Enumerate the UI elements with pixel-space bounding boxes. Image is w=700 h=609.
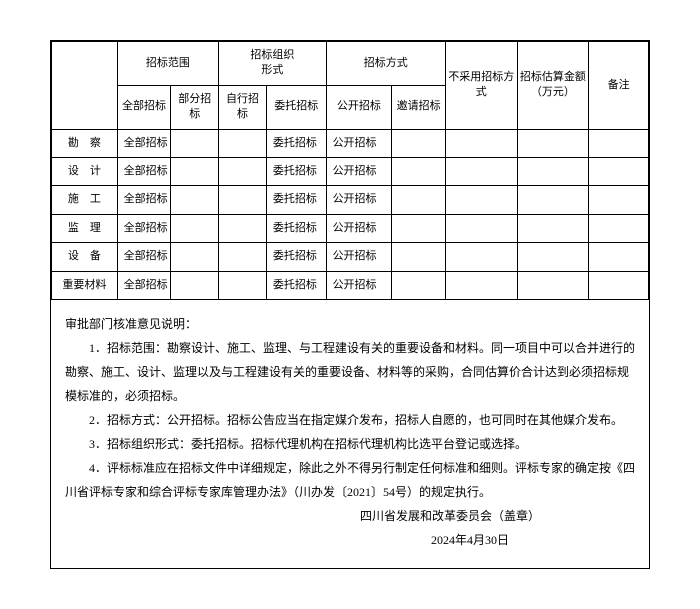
row-label: 重要材料 <box>52 271 118 299</box>
th-method: 招标方式 <box>326 42 445 86</box>
th-remark: 备注 <box>589 42 649 130</box>
cell-remark <box>589 129 649 157</box>
th-openbid: 公开招标 <box>326 85 392 129</box>
table-row: 重要材料 全部招标 委托招标 公开招标 <box>52 271 649 299</box>
cell-partbid <box>171 214 219 242</box>
cell-budget <box>517 186 589 214</box>
cell-selfbid <box>219 186 267 214</box>
cell-notused <box>445 129 517 157</box>
cell-scope: 全部招标 <box>117 214 171 242</box>
cell-method: 公开招标 <box>326 243 392 271</box>
th-fullbid: 全部招标 <box>117 85 171 129</box>
row-label: 设 备 <box>52 243 118 271</box>
cell-scope: 全部招标 <box>117 157 171 185</box>
th-notused: 不采用招标方式 <box>445 42 517 130</box>
cell-invite <box>392 157 446 185</box>
row-label: 勘 察 <box>52 129 118 157</box>
cell-selfbid <box>219 271 267 299</box>
cell-selfbid <box>219 129 267 157</box>
cell-remark <box>589 271 649 299</box>
cell-partbid <box>171 157 219 185</box>
cell-invite <box>392 243 446 271</box>
th-selfbid: 自行招标 <box>219 85 267 129</box>
cell-scope: 全部招标 <box>117 243 171 271</box>
cell-invite <box>392 129 446 157</box>
cell-selfbid <box>219 243 267 271</box>
cell-org: 委托招标 <box>266 129 326 157</box>
row-label: 设 计 <box>52 157 118 185</box>
cell-remark <box>589 214 649 242</box>
notes-p3: 3．招标组织形式：委托招标。招标代理机构在招标代理机构比选平台登记或选择。 <box>65 432 635 456</box>
cell-budget <box>517 129 589 157</box>
cell-org: 委托招标 <box>266 186 326 214</box>
cell-org: 委托招标 <box>266 214 326 242</box>
cell-org: 委托招标 <box>266 271 326 299</box>
th-invitebid: 邀请招标 <box>392 85 446 129</box>
cell-partbid <box>171 271 219 299</box>
cell-partbid <box>171 129 219 157</box>
cell-invite <box>392 186 446 214</box>
cell-method: 公开招标 <box>326 214 392 242</box>
cell-invite <box>392 214 446 242</box>
cell-org: 委托招标 <box>266 157 326 185</box>
cell-notused <box>445 271 517 299</box>
th-delegatebid: 委托招标 <box>266 85 326 129</box>
cell-notused <box>445 243 517 271</box>
cell-method: 公开招标 <box>326 157 392 185</box>
cell-partbid <box>171 243 219 271</box>
th-partbid: 部分招标 <box>171 85 219 129</box>
th-orgform: 招标组织 形式 <box>219 42 326 86</box>
cell-selfbid <box>219 214 267 242</box>
cell-budget <box>517 214 589 242</box>
cell-method: 公开招标 <box>326 129 392 157</box>
header-row-1: 招标范围 招标组织 形式 招标方式 不采用招标方式 招标估算金额（万元） 备注 <box>52 42 649 86</box>
table-row: 勘 察 全部招标 委托招标 公开招标 <box>52 129 649 157</box>
cell-method: 公开招标 <box>326 186 392 214</box>
cell-scope: 全部招标 <box>117 186 171 214</box>
th-scope: 招标范围 <box>117 42 218 86</box>
notes-p2: 2．招标方式：公开招标。招标公告应当在指定媒介发布，招标人自愿的，也可同时在其他… <box>65 408 635 432</box>
cell-notused <box>445 157 517 185</box>
cell-scope: 全部招标 <box>117 129 171 157</box>
th-budget: 招标估算金额（万元） <box>517 42 589 130</box>
notes-p4: 4．评标标准应在招标文件中详细规定，除此之外不得另行制定任何标准和细则。评标专家… <box>65 456 635 504</box>
table-row: 设 计 全部招标 委托招标 公开招标 <box>52 157 649 185</box>
cell-notused <box>445 186 517 214</box>
bid-table: 招标范围 招标组织 形式 招标方式 不采用招标方式 招标估算金额（万元） 备注 … <box>51 41 649 300</box>
table-row: 监 理 全部招标 委托招标 公开招标 <box>52 214 649 242</box>
cell-budget <box>517 271 589 299</box>
date: 2024年4月30日 <box>65 528 635 552</box>
notes-section: 审批部门核准意见说明： 1．招标范围：勘察设计、施工、监理、与工程建设有关的重要… <box>51 300 649 568</box>
cell-budget <box>517 157 589 185</box>
row-label: 施 工 <box>52 186 118 214</box>
cell-remark <box>589 243 649 271</box>
cell-invite <box>392 271 446 299</box>
cell-remark <box>589 186 649 214</box>
notes-title: 审批部门核准意见说明： <box>65 312 635 336</box>
table-row: 设 备 全部招标 委托招标 公开招标 <box>52 243 649 271</box>
notes-p1: 1．招标范围：勘察设计、施工、监理、与工程建设有关的重要设备和材料。同一项目中可… <box>65 336 635 408</box>
cell-selfbid <box>219 157 267 185</box>
cell-org: 委托招标 <box>266 243 326 271</box>
document-container: 招标范围 招标组织 形式 招标方式 不采用招标方式 招标估算金额（万元） 备注 … <box>50 40 650 569</box>
row-label: 监 理 <box>52 214 118 242</box>
cell-method: 公开招标 <box>326 271 392 299</box>
signature: 四川省发展和改革委员会（盖章） <box>65 504 635 528</box>
table-row: 施 工 全部招标 委托招标 公开招标 <box>52 186 649 214</box>
cell-budget <box>517 243 589 271</box>
cell-scope: 全部招标 <box>117 271 171 299</box>
cell-remark <box>589 157 649 185</box>
cell-notused <box>445 214 517 242</box>
cell-partbid <box>171 186 219 214</box>
